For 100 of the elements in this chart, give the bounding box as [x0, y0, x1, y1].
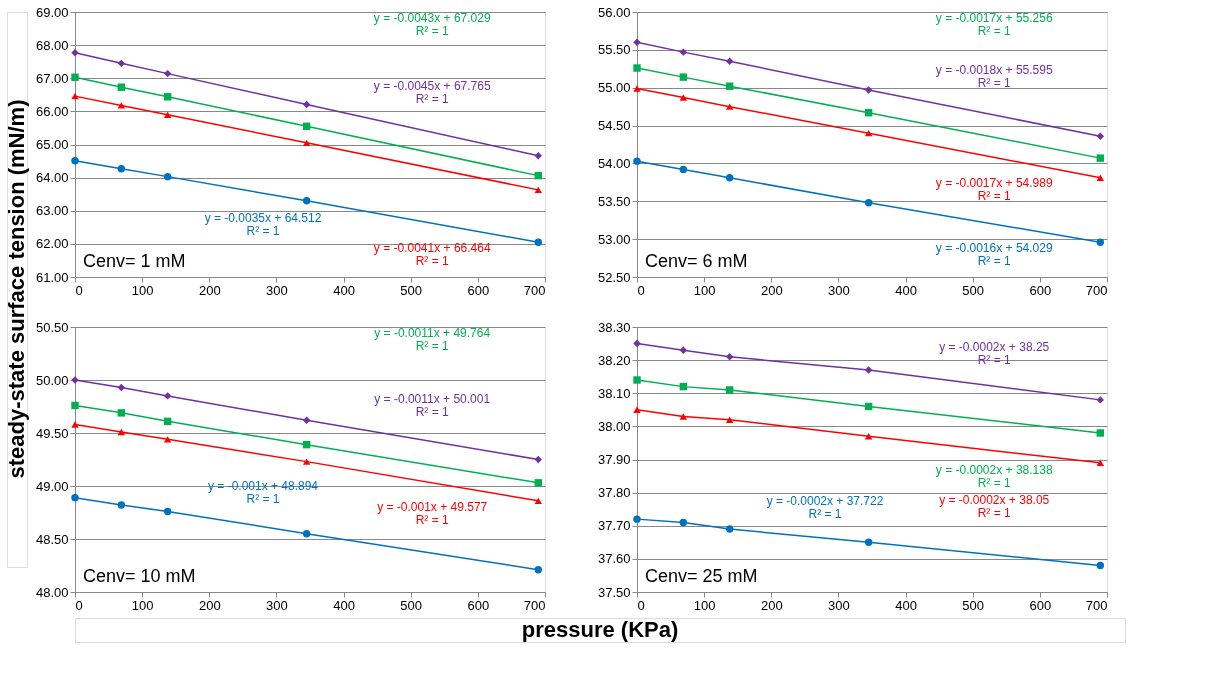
point — [534, 455, 542, 464]
y-tick-label: 37.50 — [597, 584, 631, 600]
x-tick-label: 100 — [693, 282, 716, 298]
y-tick-label: 62.00 — [35, 236, 69, 252]
x-tick-label: 700 — [523, 282, 546, 298]
annotation: Cenv= 6 mM — [645, 251, 748, 271]
point — [163, 172, 172, 181]
x-axis-title: pressure (KPa) — [521, 617, 679, 642]
point — [163, 111, 172, 118]
x-tick-label: 100 — [693, 597, 716, 613]
point — [679, 48, 688, 56]
annotation: y = -0.0043x + 67.029 R² = 1 — [373, 11, 491, 38]
x-tick-label: 200 — [198, 282, 221, 298]
point — [117, 383, 126, 392]
y-tick-label: 38.00 — [597, 418, 631, 434]
x-tick-label: 500 — [962, 597, 985, 613]
point — [864, 86, 873, 94]
point — [1096, 132, 1104, 140]
y-tick-label: 49.50 — [35, 425, 69, 441]
y-tick-label: 61.00 — [35, 269, 69, 285]
x-tick-label: 600 — [467, 282, 490, 298]
x-tick-label: 400 — [333, 282, 355, 298]
point — [71, 493, 79, 502]
point — [1096, 238, 1104, 246]
y-tick-label: 50.00 — [35, 372, 69, 388]
y-tick-label: 48.00 — [35, 584, 69, 600]
y-tick-label: 37.60 — [597, 551, 631, 567]
annotation: y = -0.001x + 48.894 R² = 1 — [207, 479, 319, 507]
annotation: y = -0.0035x + 64.512 R² = 1 — [204, 210, 322, 238]
y-tick-label: 38.10 — [597, 385, 631, 401]
y-tick-label: 38.20 — [597, 352, 631, 368]
y-tick-label: 63.00 — [35, 203, 69, 219]
point — [725, 82, 734, 90]
x-tick-label: 200 — [760, 282, 783, 298]
point — [633, 339, 641, 348]
point — [725, 57, 734, 65]
x-tick-label: 600 — [1029, 282, 1052, 298]
point — [633, 376, 641, 384]
point — [534, 566, 542, 574]
y-tick-label: 53.00 — [597, 231, 631, 247]
x-tick-label: 100 — [131, 282, 154, 298]
point — [864, 433, 873, 440]
y-tick-label: 50.50 — [35, 319, 69, 335]
y-tick-label: 37.70 — [597, 518, 631, 534]
point — [117, 164, 126, 173]
y-tick-label: 56.00 — [597, 4, 631, 20]
point — [864, 538, 873, 547]
y-axis-title: steady-state surface tension (mN/m) — [4, 99, 29, 479]
y-tick-label: 68.00 — [35, 37, 69, 53]
x-tick-label: 300 — [828, 282, 850, 298]
point — [679, 165, 688, 174]
point — [71, 421, 79, 428]
point — [864, 129, 873, 137]
point — [117, 83, 126, 91]
point — [163, 392, 172, 400]
x-tick-label: 200 — [760, 597, 783, 613]
point — [633, 64, 641, 72]
point — [71, 401, 79, 410]
point — [1096, 459, 1104, 467]
point — [117, 102, 126, 109]
point — [302, 139, 311, 147]
x-tick-label: 400 — [895, 282, 917, 298]
y-tick-label: 55.00 — [597, 80, 631, 96]
x-tick-label: 200 — [198, 597, 221, 613]
annotation: y = -0.0041x + 66.464 R² = 1 — [373, 240, 491, 268]
point — [1096, 429, 1104, 437]
annotation: Cenv= 1 mM — [83, 251, 186, 271]
x-tick-label: 300 — [266, 597, 288, 613]
x-tick-label: 700 — [1085, 282, 1108, 298]
annotation: Cenv= 10 mM — [83, 566, 196, 586]
x-tick-label: 500 — [962, 282, 985, 298]
point — [163, 69, 172, 78]
point — [117, 501, 126, 509]
point — [725, 103, 734, 110]
point — [534, 152, 542, 160]
point — [679, 73, 688, 81]
y-tick-label: 53.50 — [597, 193, 631, 209]
point — [633, 406, 641, 414]
x-tick-label: 700 — [1085, 597, 1108, 613]
x-tick-label: 600 — [1029, 597, 1052, 613]
y-tick-label: 65.00 — [35, 137, 69, 152]
annotation: y = -0.0011x + 50.001 R² = 1 — [374, 392, 491, 419]
y-tick-label: 66.00 — [35, 103, 69, 119]
point — [534, 497, 542, 505]
point — [163, 436, 172, 443]
point — [725, 416, 734, 423]
annotation: Cenv= 25 mM — [645, 566, 758, 586]
point — [71, 157, 79, 165]
x-tick-label: 0 — [637, 282, 645, 298]
point — [302, 197, 311, 205]
point — [725, 386, 734, 394]
annotation: y = -0.0016x + 54.029 R² = 1 — [935, 241, 1053, 269]
point — [117, 59, 126, 68]
point — [1096, 174, 1104, 182]
x-tick-label: 600 — [467, 597, 490, 613]
y-tick-label: 52.50 — [597, 269, 631, 285]
x-tick-label: 400 — [333, 597, 355, 613]
point — [725, 525, 734, 533]
y-tick-label: 37.80 — [597, 485, 631, 501]
annotation: y = -0.0045x + 67.765 R² = 1 — [373, 79, 491, 106]
